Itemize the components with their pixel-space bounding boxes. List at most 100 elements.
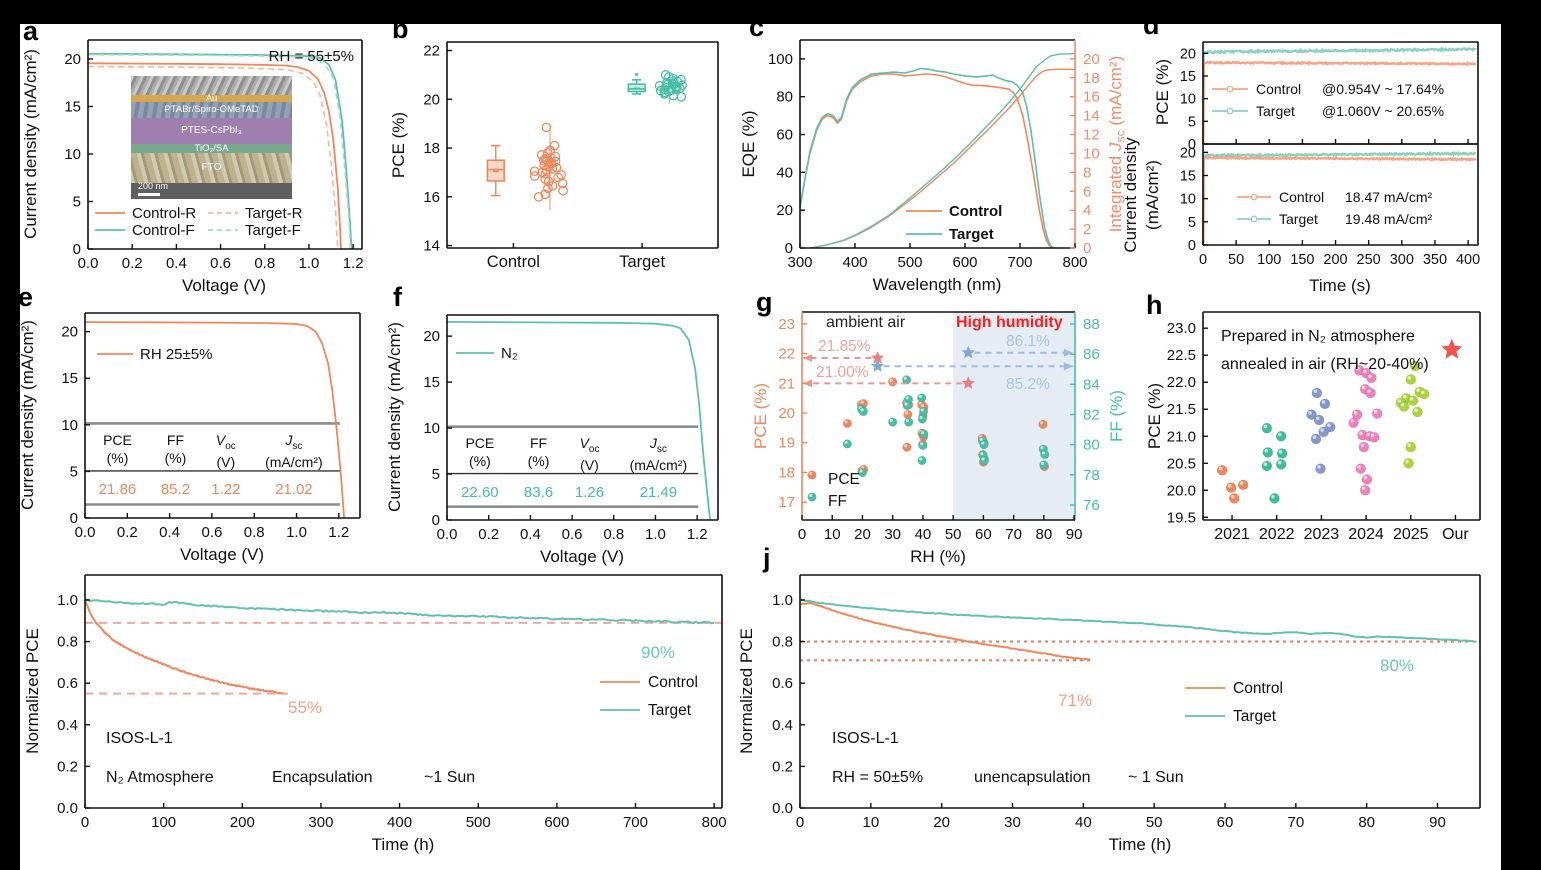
data-point-highlight <box>1278 449 1283 454</box>
point-y2023 <box>1311 387 1323 399</box>
y2-tick-label: 84 <box>1083 376 1100 393</box>
y-axis-label: PCE (%) <box>1145 383 1164 449</box>
point-y2024 <box>1348 417 1359 429</box>
x-tick-label: 0 <box>1199 252 1207 268</box>
point-y2022 <box>1275 430 1287 442</box>
data-point-highlight <box>1227 484 1232 488</box>
y2-tick-label: 76 <box>1083 497 1100 514</box>
table-header: PCE (%) <box>103 432 132 466</box>
data-point-highlight <box>1313 389 1318 394</box>
x-axis-label: Wavelength (nm) <box>873 275 1002 294</box>
sem-layer-spiro: PTABr/Spiro-OMeTAD <box>131 102 292 118</box>
legend-marker <box>1226 85 1234 93</box>
y-axis-label: Current density (mA/cm²) <box>385 322 404 512</box>
data-point-highlight <box>904 402 908 406</box>
data-point-highlight <box>904 411 909 415</box>
arrowhead <box>1063 362 1073 371</box>
y-tick-label: 20 <box>1180 145 1196 161</box>
y2-tick-label: 10 <box>1083 145 1100 162</box>
y2-tick-label: 20 <box>1083 51 1100 68</box>
y-axis-label: Normalized PCE <box>737 628 756 754</box>
y-tick-label: 15 <box>1180 169 1196 185</box>
point-y2024 <box>1366 372 1377 384</box>
x-tick-label: 700 <box>623 814 648 831</box>
series-control-pce <box>1202 60 1477 145</box>
data-point-highlight <box>1263 462 1268 467</box>
panel-letter-c: c <box>749 12 765 42</box>
panel-letter-a: a <box>23 16 39 46</box>
x-tick-label: 0.4 <box>159 524 180 541</box>
x-tick-label: 200 <box>1323 252 1347 268</box>
jitter-point <box>558 185 568 196</box>
legend-label: N₂ <box>501 345 518 362</box>
data-point-highlight <box>844 420 848 424</box>
data-point-highlight <box>1368 374 1372 378</box>
series-control-aging <box>799 601 1091 661</box>
data-point-highlight <box>980 452 984 456</box>
point-y2025 <box>1405 441 1417 453</box>
point-y2023 <box>1318 426 1329 438</box>
data-point-highlight <box>889 378 893 382</box>
data-point-highlight <box>1367 389 1371 394</box>
x-axis-label: Time (h) <box>372 835 435 854</box>
point-ff-points <box>902 400 912 411</box>
y-tick-label: 0 <box>785 240 793 257</box>
point-y2025 <box>1403 457 1414 469</box>
point-y2024 <box>1358 441 1370 453</box>
y-tick-label: 20.5 <box>1167 455 1196 472</box>
data-point-highlight <box>1239 481 1244 485</box>
legend-label: Target-R <box>245 205 303 222</box>
series-target-f <box>87 53 352 250</box>
panel-h-plot: 2021 2022 2023 2024 2025 Our 19.5 20.0 20.5 21.0 2… <box>1145 311 1481 543</box>
x-tick-label: 60 <box>1217 814 1234 831</box>
point-y2024 <box>1359 484 1371 496</box>
y2-tick-label: 0 <box>1083 240 1091 257</box>
y2-tick-label: 14 <box>1083 108 1100 125</box>
arrowhead <box>1063 348 1073 357</box>
x-tick-label: Our <box>1442 526 1469 543</box>
series-jsc-target <box>810 53 1076 249</box>
x-tick-label: 300 <box>308 814 333 831</box>
y2-axis-label: Integrated Jsc (mA/cm²) <box>1106 56 1128 233</box>
y-tick-label: 5 <box>70 463 78 480</box>
table-header: Voc (V) <box>215 432 236 470</box>
x-tick-label: 0.0 <box>78 255 99 272</box>
y-tick-label: 1.0 <box>57 592 78 609</box>
y2-tick-label: 4 <box>1083 202 1091 219</box>
jv-table-e: PCE (%) FF (%) Voc (V) Jsc (mA/cm²) 21.86 85… <box>86 425 338 498</box>
x-tick-label: 600 <box>952 254 977 271</box>
panel-f-plot: 0.0 0.2 0.4 0.6 0.8 1.0 1.2 0 5 10 15 20 Voltage (V)… <box>385 314 719 566</box>
x-tick-label: 100 <box>1257 252 1281 268</box>
annotation: ~1 Sun <box>424 769 475 786</box>
x-tick-label: 1.0 <box>286 524 307 541</box>
data-point-highlight <box>1312 435 1317 440</box>
x-tick-label: 0.0 <box>75 524 96 541</box>
data-point-highlight <box>905 418 909 423</box>
point-y2022 <box>1262 447 1274 458</box>
x-axis-label: RH (%) <box>910 547 966 566</box>
data-point-highlight <box>920 431 925 435</box>
y-tick-label: 10 <box>1180 192 1196 208</box>
point-y2023 <box>1315 463 1326 474</box>
star-marker <box>870 351 885 364</box>
data-point-highlight <box>981 457 985 461</box>
x-tick-label: 2022 <box>1259 526 1295 543</box>
x-tick-label: 1.0 <box>299 255 320 272</box>
x-tick-label: Control <box>487 253 540 271</box>
data-point-highlight <box>1361 385 1366 390</box>
x-tick-label: 400 <box>1456 252 1480 268</box>
panel-g-plot: 0 10 20 30 40 50 60 70 80 90 17 18 19 20 21 22 23 76 78 80 8… <box>751 311 1126 566</box>
x-tick-label: 250 <box>1357 252 1381 268</box>
table-value: 21.02 <box>275 480 313 498</box>
y-tick-label: 5 <box>73 194 81 211</box>
point-ff-points <box>979 440 989 450</box>
point-ff-points <box>1039 460 1049 470</box>
data-point-highlight <box>918 394 922 398</box>
point-ff-points <box>918 440 928 450</box>
point-ff-points <box>858 406 868 417</box>
x-tick-label: 0.6 <box>562 526 583 543</box>
data-point-highlight <box>1327 423 1331 428</box>
star-marker <box>870 359 885 372</box>
table-value: 21.49 <box>639 483 678 501</box>
